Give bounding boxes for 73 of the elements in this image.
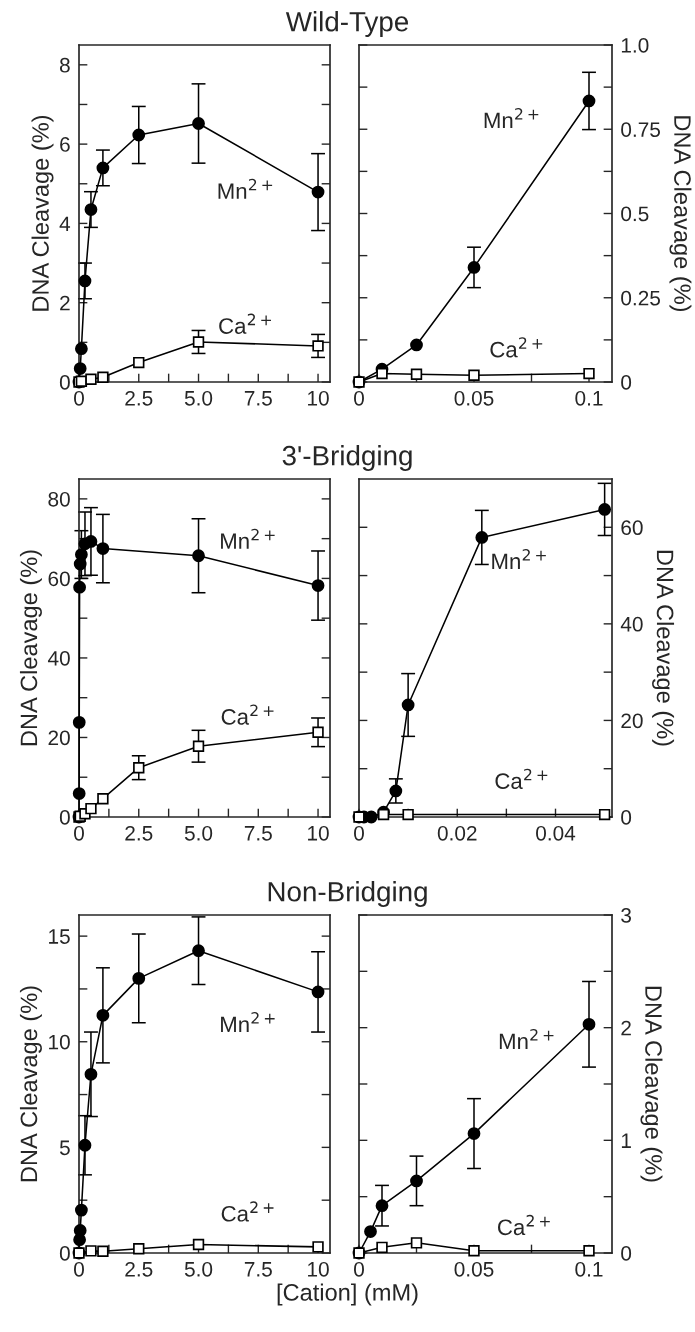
x-tick-label: 0.1 bbox=[575, 390, 603, 406]
y-tick-label: 0 bbox=[621, 810, 632, 825]
y-tick-label: 1 bbox=[621, 1133, 631, 1148]
y-tick-label: 0 bbox=[59, 810, 70, 825]
series-label: Mn$^{2+}$ bbox=[484, 108, 539, 129]
x-tick-label: 0.02 bbox=[437, 825, 477, 841]
x-tick-label: 0.05 bbox=[454, 1261, 494, 1277]
y-axis-title: DNA Cleavage (%) bbox=[640, 986, 663, 1182]
x-tick-label: 0 bbox=[74, 1261, 84, 1277]
x-tick-label: 7.5 bbox=[244, 391, 272, 406]
series-label: Ca$^{2+}$ bbox=[498, 1214, 550, 1236]
y-tick-label: 40 bbox=[47, 650, 70, 666]
y-tick-label: 6 bbox=[60, 137, 70, 152]
y-tick-label: 2 bbox=[60, 295, 70, 311]
series-label: Mn$^{2+}$ bbox=[221, 528, 275, 549]
y-axis-title: DNA Cleavage (%) bbox=[31, 115, 54, 311]
x-tick-label: 0.04 bbox=[536, 825, 576, 841]
x-tick-label: 7.5 bbox=[244, 1262, 272, 1277]
x-tick-label: 5.0 bbox=[184, 1261, 213, 1277]
x-tick-label: 0 bbox=[354, 825, 364, 841]
y-tick-label: 3 bbox=[621, 908, 631, 923]
y-tick-label: 80 bbox=[48, 491, 70, 507]
chart-title: Wild-Type bbox=[285, 11, 409, 37]
x-tick-label: 2.5 bbox=[125, 390, 153, 406]
x-tick-label: 5.0 bbox=[184, 825, 213, 841]
y-tick-label: 15 bbox=[49, 929, 70, 944]
x-tick-label: 0.1 bbox=[575, 1261, 603, 1277]
x-axis-title: [Cation] (mM) bbox=[277, 1283, 418, 1306]
series-label: Ca$^{2+}$ bbox=[490, 337, 543, 358]
y-axis-title: DNA Cleavage (%) bbox=[19, 986, 42, 1182]
y-tick-label: 0.75 bbox=[621, 122, 661, 137]
y-tick-label: 0 bbox=[621, 1246, 632, 1261]
series-label: Ca$^{2+}$ bbox=[221, 1201, 274, 1222]
x-tick-label: 2.5 bbox=[125, 1261, 153, 1277]
y-tick-label: 20 bbox=[48, 730, 70, 746]
x-tick-label: 10 bbox=[308, 390, 329, 406]
y-tick-label: 40 bbox=[620, 616, 643, 632]
series-label: Ca$^{2+}$ bbox=[495, 768, 548, 789]
y-tick-label: 0 bbox=[621, 375, 632, 390]
y-tick-label: 1.0 bbox=[621, 38, 649, 53]
y-tick-label: 4 bbox=[59, 216, 71, 231]
y-tick-label: 2 bbox=[621, 1020, 631, 1036]
y-axis-title: DNA Cleavage (%) bbox=[669, 116, 692, 312]
series-label: Mn$^{2+}$ bbox=[499, 1028, 554, 1050]
series-label: Mn$^{2+}$ bbox=[492, 549, 546, 570]
x-tick-label: 0.05 bbox=[454, 390, 494, 406]
series-label: Ca$^{2+}$ bbox=[221, 704, 274, 725]
y-axis-title: DNA Cleavage (%) bbox=[19, 550, 42, 746]
y-tick-label: 0.25 bbox=[621, 290, 661, 306]
y-tick-label: 5 bbox=[59, 1140, 70, 1156]
series-label: Mn$^{2+}$ bbox=[218, 178, 273, 199]
x-tick-label: 0 bbox=[354, 390, 364, 406]
x-tick-label: 0 bbox=[354, 1261, 364, 1277]
y-axis-title: DNA Cleavage (%) bbox=[652, 550, 675, 746]
y-tick-label: 8 bbox=[59, 57, 70, 73]
series-label: Mn$^{2+}$ bbox=[221, 1012, 275, 1033]
chart-title: Non-Bridging bbox=[268, 881, 427, 907]
y-tick-label: 0 bbox=[59, 1246, 70, 1261]
y-tick-label: 60 bbox=[48, 571, 70, 587]
x-tick-label: 0 bbox=[74, 390, 84, 406]
x-tick-label: 5.0 bbox=[184, 390, 213, 406]
y-tick-label: 10 bbox=[49, 1034, 70, 1050]
x-tick-label: 10 bbox=[308, 825, 329, 841]
series-label: Ca$^{2+}$ bbox=[219, 313, 271, 334]
y-tick-label: 0.5 bbox=[621, 206, 649, 222]
y-tick-label: 60 bbox=[621, 520, 643, 536]
x-tick-label: 2.5 bbox=[125, 825, 153, 841]
chart-title: 3'-Bridging bbox=[282, 445, 412, 471]
y-tick-label: 0 bbox=[59, 375, 70, 390]
x-tick-label: 10 bbox=[308, 1261, 329, 1277]
x-tick-label: 0 bbox=[74, 825, 84, 841]
x-tick-label: 7.5 bbox=[244, 826, 272, 841]
y-tick-label: 20 bbox=[621, 713, 643, 729]
